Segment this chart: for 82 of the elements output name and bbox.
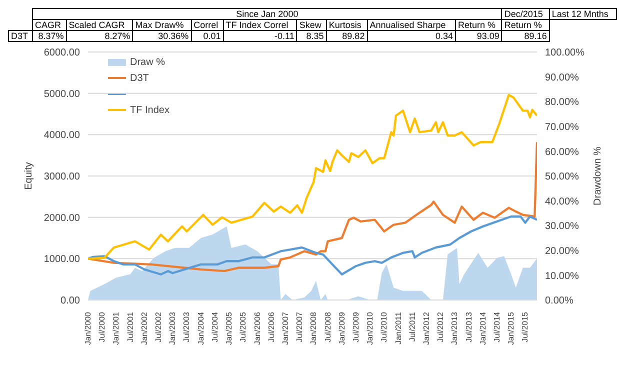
x-tick-label: Jan/2008 xyxy=(309,311,318,345)
text: 8.27% xyxy=(66,30,133,42)
text: Last 12 Mnths xyxy=(549,8,616,20)
line-series xyxy=(88,94,537,260)
text: Return % xyxy=(502,20,550,30)
x-tick-label: Jan/2012 xyxy=(422,311,432,345)
x-tick-label: Jan/2001 xyxy=(112,311,121,345)
legend-label: Draw % xyxy=(130,56,166,68)
text: 89.16 xyxy=(502,30,550,42)
y-axis-title: Equity xyxy=(24,162,35,190)
y2-tick-label: 30.00% xyxy=(545,221,580,232)
x-tick-label: Jul/2008 xyxy=(323,311,332,342)
text: D3T xyxy=(8,30,32,42)
y-tick-label: 0.00 xyxy=(60,296,80,307)
x-tick-label: Jan/2015 xyxy=(506,311,516,345)
x-tick-label: Jul/2002 xyxy=(154,311,164,342)
text: -0.11 xyxy=(223,30,297,42)
x-tick-label: Jul/2001 xyxy=(126,311,135,342)
y-tick-label: 4000.00 xyxy=(44,130,80,142)
y2-tick-label: 50.00% xyxy=(545,172,580,183)
y-tick-label: 1000.00 xyxy=(44,254,80,266)
text: CAGR xyxy=(32,20,66,30)
text: Scaled CAGR xyxy=(66,20,133,30)
text: Since Jan 2000 xyxy=(32,8,502,20)
text: Return % xyxy=(456,20,502,30)
x-tick-label: Jul/2000 xyxy=(98,311,107,342)
text: TF Index Correl xyxy=(223,20,297,30)
x-tick-label: Jul/2011 xyxy=(408,311,417,342)
x-tick-label: Jul/2006 xyxy=(266,311,276,342)
text: Correl xyxy=(191,20,224,30)
legend-label: TF Index xyxy=(130,104,170,116)
text: Skew xyxy=(296,20,326,30)
y-tick-label: 5000.00 xyxy=(44,88,80,100)
x-tick-label: Jul/2009 xyxy=(351,311,360,342)
y2-tick-label: 60.00% xyxy=(545,146,580,158)
text: 8.35 xyxy=(296,30,326,42)
x-tick-label: Jul/2007 xyxy=(295,311,304,342)
x-tick-label: Jan/2005 xyxy=(224,311,234,345)
x-tick-label: Jan/2006 xyxy=(252,311,262,345)
text: 8.37% xyxy=(32,30,66,42)
x-tick-label: Jan/2007 xyxy=(280,311,290,345)
y2-tick-label: 70.00% xyxy=(545,122,580,133)
y2-tick-label: 100.00% xyxy=(545,48,585,59)
x-tick-label: Jul/2014 xyxy=(492,311,502,342)
x-tick-label: Jan/2003 xyxy=(168,311,178,345)
x-tick-label: Jan/2002 xyxy=(140,311,149,345)
x-tick-label: Jul/2004 xyxy=(210,311,220,342)
text: 0.01 xyxy=(191,30,224,42)
x-tick-label: Jan/2010 xyxy=(366,311,375,345)
text: Dec/2015 xyxy=(502,8,550,20)
text: Kurtosis xyxy=(326,20,368,30)
line-series xyxy=(88,141,537,272)
text: 89.82 xyxy=(326,30,368,42)
y-tick-label: 2000.00 xyxy=(44,212,80,224)
legend-label: D3T xyxy=(130,72,149,84)
x-tick-label: Jul/2015 xyxy=(520,311,530,342)
x-tick-label: Jan/2000 xyxy=(84,311,92,345)
y2-tick-label: 20.00% xyxy=(545,246,580,257)
x-tick-label: Jan/2011 xyxy=(394,311,403,344)
text: 30.36% xyxy=(132,30,192,42)
text: 93.09 xyxy=(456,30,502,42)
text: Annualised Sharpe xyxy=(367,20,456,30)
x-tick-label: Jan/2009 xyxy=(337,311,346,345)
y-tick-label: 3000.00 xyxy=(44,172,80,183)
y2-tick-label: 10.00% xyxy=(545,270,580,282)
y2-tick-label: 90.00% xyxy=(545,72,580,84)
y2-tick-label: 40.00% xyxy=(545,196,580,208)
x-tick-label: Jan/2014 xyxy=(478,311,488,345)
x-tick-label: Jul/2003 xyxy=(182,311,192,342)
x-tick-label: Jul/2013 xyxy=(464,311,474,342)
x-tick-label: Jan/2004 xyxy=(196,311,206,345)
text: Max Draw% xyxy=(132,20,192,30)
y2-tick-label: 0.00% xyxy=(545,296,574,307)
text: 0.34 xyxy=(367,30,456,42)
x-tick-label: Jul/2010 xyxy=(380,311,389,342)
y-tick-label: 6000.00 xyxy=(44,48,80,59)
x-tick-label: Jan/2013 xyxy=(450,311,460,345)
x-tick-label: Jul/2005 xyxy=(238,311,248,342)
y2-axis-title: Drawdown % xyxy=(592,146,604,206)
line-series xyxy=(88,215,537,276)
y2-tick-label: 80.00% xyxy=(545,97,580,108)
x-tick-label: Jul/2012 xyxy=(436,311,446,342)
